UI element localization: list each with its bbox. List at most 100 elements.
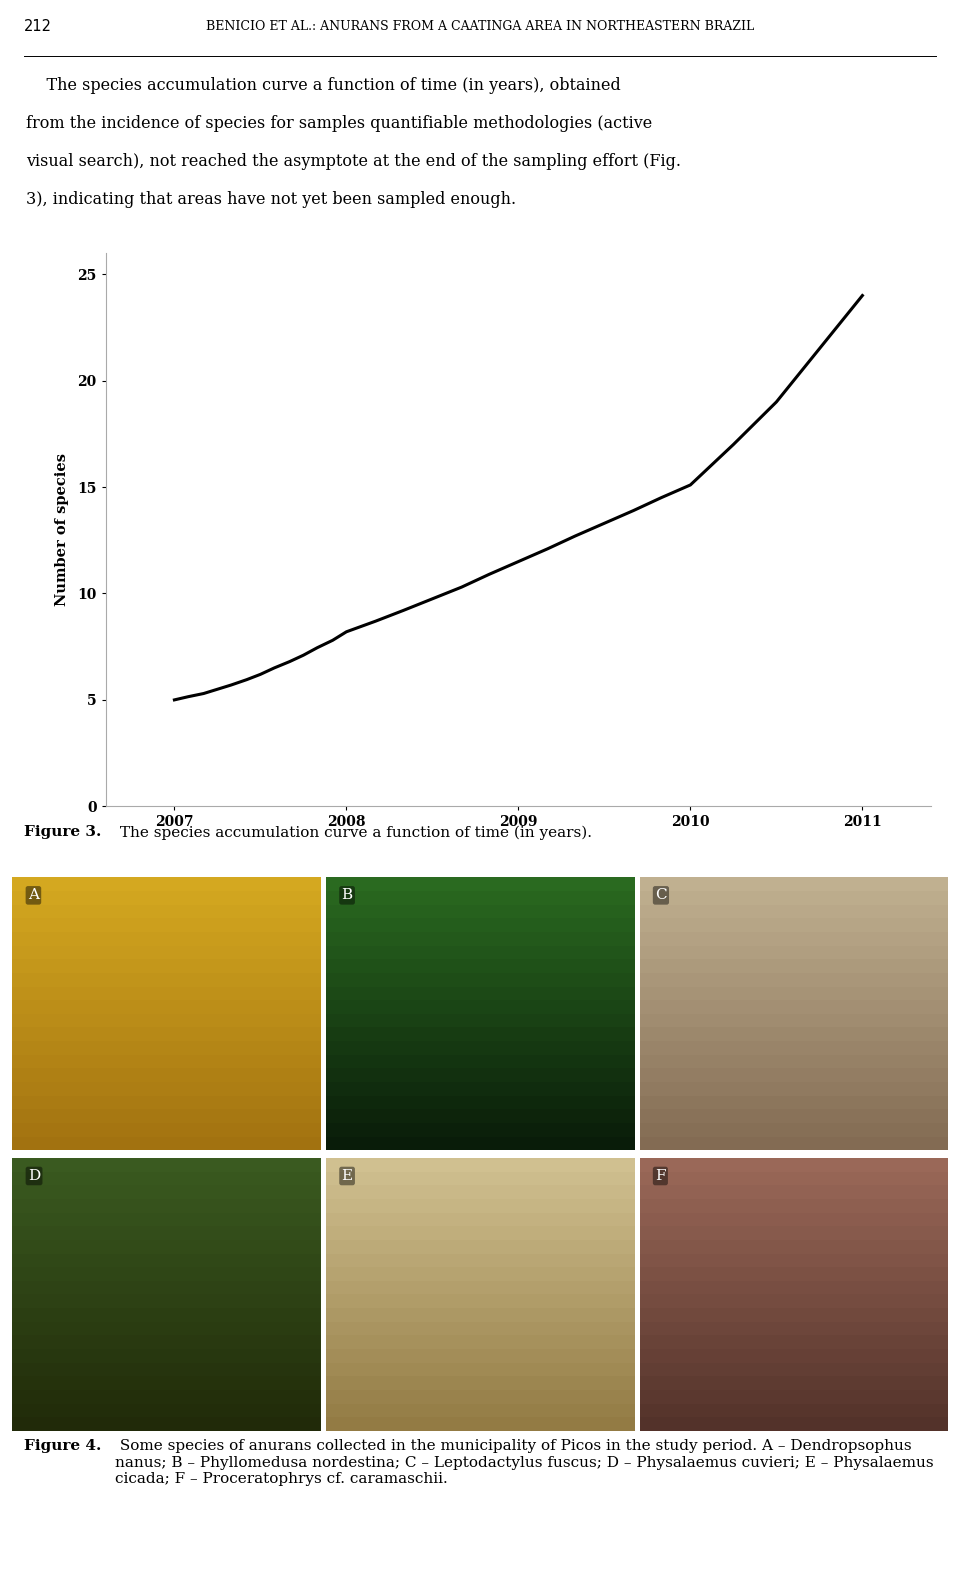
Bar (326, 1042, 635, 1055)
Bar (12, 1096, 322, 1110)
Bar (12, 972, 322, 987)
Y-axis label: Number of species: Number of species (55, 454, 69, 606)
Bar (12, 960, 322, 972)
Bar (12, 1307, 322, 1322)
Bar (12, 1240, 322, 1254)
Text: 3), indicating that areas have not yet been sampled enough.: 3), indicating that areas have not yet b… (26, 191, 516, 209)
Bar (326, 1227, 635, 1240)
Bar (326, 919, 635, 933)
Bar (12, 1322, 322, 1336)
Bar (326, 1363, 635, 1375)
Bar (12, 1417, 322, 1431)
Bar (326, 1110, 635, 1123)
Bar (639, 1042, 948, 1055)
Bar (12, 1069, 322, 1081)
Bar (12, 1375, 322, 1390)
Bar (12, 1055, 322, 1069)
Text: C: C (655, 889, 667, 903)
Bar (12, 1254, 322, 1268)
Bar (639, 1198, 948, 1213)
Bar (639, 1227, 948, 1240)
Bar (639, 877, 948, 892)
Bar (326, 1123, 635, 1137)
Bar (326, 1404, 635, 1417)
Bar (639, 1363, 948, 1375)
Bar (326, 1013, 635, 1028)
Bar (639, 1322, 948, 1336)
Bar (12, 1110, 322, 1123)
Bar (639, 1081, 948, 1096)
Bar (639, 1254, 948, 1268)
Bar (12, 1013, 322, 1028)
Text: from the incidence of species for samples quantifiable methodologies (active: from the incidence of species for sample… (26, 115, 652, 131)
Text: Figure 4.: Figure 4. (24, 1439, 102, 1453)
Text: A: A (28, 889, 39, 903)
Bar (326, 1417, 635, 1431)
Bar (326, 933, 635, 945)
Bar (639, 1268, 948, 1281)
Bar (12, 1186, 322, 1198)
Bar (326, 987, 635, 1001)
Bar (326, 904, 635, 919)
Bar (326, 1096, 635, 1110)
Bar (326, 1213, 635, 1227)
Bar (326, 1375, 635, 1390)
Bar (12, 1363, 322, 1375)
Bar (12, 1081, 322, 1096)
Bar (639, 904, 948, 919)
Bar (326, 892, 635, 904)
Text: E: E (342, 1168, 352, 1183)
Bar (326, 1186, 635, 1198)
Bar (12, 1213, 322, 1227)
Text: B: B (342, 889, 352, 903)
Bar (639, 945, 948, 960)
Bar (12, 1172, 322, 1186)
Bar (326, 1349, 635, 1363)
Bar (12, 1390, 322, 1404)
Bar (639, 892, 948, 904)
Bar (639, 1404, 948, 1417)
Bar (326, 1172, 635, 1186)
Text: BENICIO ET AL.: ANURANS FROM A CAATINGA AREA IN NORTHEASTERN BRAZIL: BENICIO ET AL.: ANURANS FROM A CAATINGA … (205, 21, 755, 33)
Bar (12, 1336, 322, 1349)
Bar (639, 1213, 948, 1227)
Bar (326, 960, 635, 972)
Bar (326, 1028, 635, 1042)
Bar (12, 1281, 322, 1295)
Bar (12, 1028, 322, 1042)
Bar (639, 1172, 948, 1186)
Bar (639, 1281, 948, 1295)
Bar (326, 1322, 635, 1336)
Bar (639, 1157, 948, 1172)
Bar (326, 1254, 635, 1268)
Text: D: D (28, 1168, 40, 1183)
Bar (639, 1110, 948, 1123)
Bar (12, 987, 322, 1001)
Bar (326, 877, 635, 892)
Bar (326, 972, 635, 987)
Bar (12, 1404, 322, 1417)
Bar (326, 1001, 635, 1013)
Bar (639, 987, 948, 1001)
Bar (326, 1390, 635, 1404)
Bar (639, 1055, 948, 1069)
Bar (326, 1081, 635, 1096)
Bar (326, 1240, 635, 1254)
Bar (639, 1013, 948, 1028)
Bar (12, 877, 322, 892)
Bar (12, 1295, 322, 1307)
Bar (639, 1123, 948, 1137)
Bar (12, 919, 322, 933)
Bar (639, 1028, 948, 1042)
Bar (639, 1069, 948, 1081)
Text: Figure 3.: Figure 3. (24, 825, 102, 840)
Bar (12, 1042, 322, 1055)
Bar (639, 1240, 948, 1254)
Bar (639, 1001, 948, 1013)
Bar (326, 1336, 635, 1349)
Bar (326, 1157, 635, 1172)
Bar (326, 1069, 635, 1081)
Text: The species accumulation curve a function of time (in years).: The species accumulation curve a functio… (115, 825, 592, 840)
Bar (639, 960, 948, 972)
Bar (639, 1349, 948, 1363)
